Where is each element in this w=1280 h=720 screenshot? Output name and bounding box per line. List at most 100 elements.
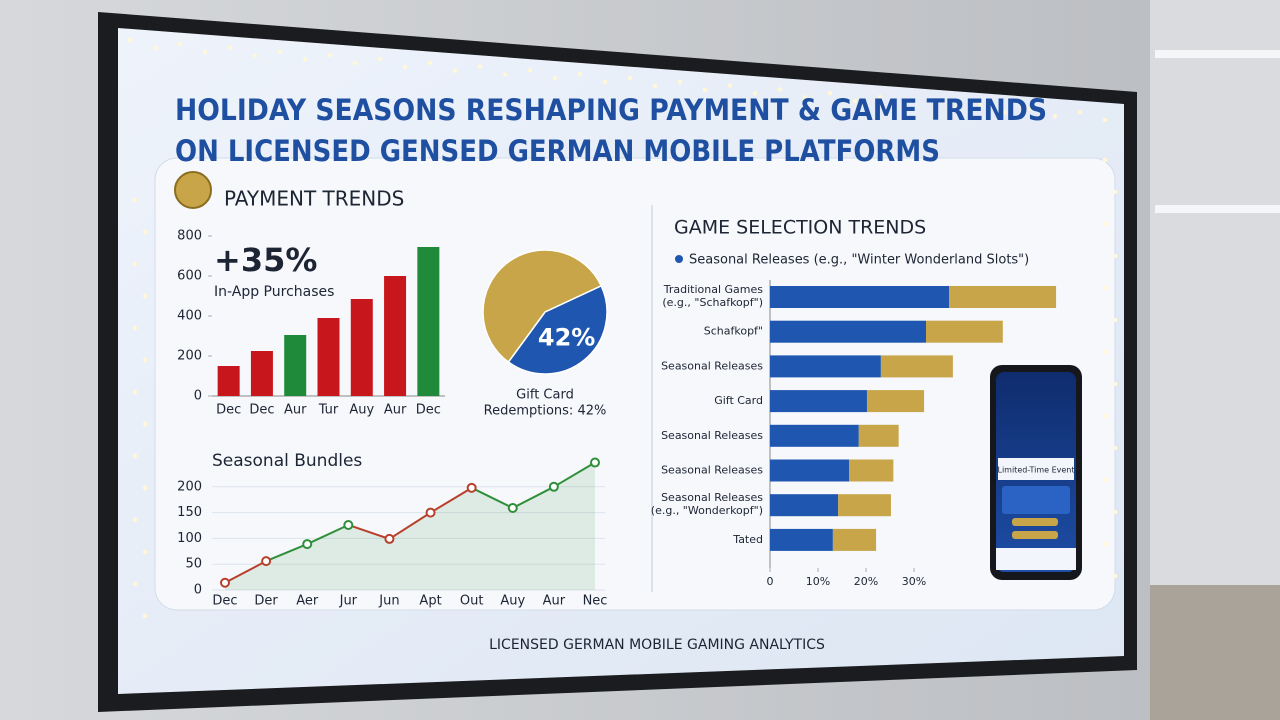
coin-icon <box>174 171 212 209</box>
data-label: 42% <box>538 323 595 351</box>
light <box>427 60 433 65</box>
y-tick-label: Seasonal Releases <box>661 359 763 372</box>
light <box>627 75 633 81</box>
light <box>877 94 883 100</box>
light <box>527 68 533 73</box>
y-tick-label: 400 <box>177 309 202 324</box>
light <box>852 98 858 104</box>
light <box>1052 114 1058 119</box>
bar-segment <box>770 424 859 447</box>
light <box>1102 221 1108 227</box>
point <box>384 533 395 544</box>
x-tick-label: 0 <box>767 575 774 588</box>
light <box>142 357 148 363</box>
light <box>1102 157 1108 163</box>
title-line: ON LICENSED GENSED GERMAN MOBILE PLATFOR… <box>175 134 940 168</box>
bar-segment <box>770 390 867 413</box>
light <box>1102 285 1108 291</box>
x-tick-label: Aur <box>284 403 307 418</box>
phone-button[interactable] <box>1012 518 1058 526</box>
light <box>402 64 408 70</box>
light <box>352 60 358 66</box>
light <box>902 102 908 108</box>
phone-button[interactable] <box>1012 531 1058 539</box>
light <box>1102 541 1108 547</box>
light <box>1102 413 1108 419</box>
line-segment <box>265 543 308 563</box>
light <box>132 453 138 459</box>
light <box>1112 253 1118 259</box>
light <box>477 64 483 69</box>
x-tick-label: Dec <box>416 403 441 418</box>
light <box>827 91 833 96</box>
light <box>927 98 933 104</box>
light <box>132 325 138 331</box>
light <box>1027 106 1033 111</box>
light <box>777 87 783 92</box>
phone-banner: Limited-Time Event <box>997 466 1074 475</box>
light <box>577 72 583 77</box>
y-tick-label: Schafkopf" <box>704 325 763 338</box>
x-tick-label: Nec <box>583 594 608 609</box>
line-segment <box>224 560 267 584</box>
x-tick-label: Dec <box>212 594 237 609</box>
light <box>142 421 148 427</box>
bar-segment <box>858 424 899 447</box>
y-tick-label: Seasonal Releases <box>661 491 763 504</box>
x-tick-label: 20% <box>854 575 878 588</box>
x-tick-label: 10% <box>806 575 830 588</box>
light <box>132 517 138 523</box>
light <box>152 45 158 51</box>
point <box>548 481 559 492</box>
pie-slice <box>507 284 608 375</box>
y-tick-label: 600 <box>177 269 202 284</box>
light <box>1102 477 1108 483</box>
bar-segment <box>949 286 1057 308</box>
bar <box>250 351 273 396</box>
light <box>802 95 808 100</box>
bar <box>384 276 407 396</box>
light <box>752 91 758 96</box>
bar-segment <box>926 320 1003 343</box>
y-tick-label: 0 <box>194 583 202 598</box>
bar <box>317 318 340 396</box>
bar-segment <box>832 528 877 551</box>
y-tick-label: 0 <box>194 389 202 404</box>
phone-banner-bg <box>998 458 1074 480</box>
light <box>132 389 138 395</box>
bar-segment <box>770 459 850 482</box>
light <box>1112 509 1118 515</box>
y-tick-label: 800 <box>177 229 202 244</box>
y-tick-label: 200 <box>177 479 202 494</box>
pie-slice <box>482 249 603 364</box>
light <box>952 106 958 111</box>
x-tick-label: 30% <box>902 575 926 588</box>
light <box>452 68 458 73</box>
light <box>142 293 148 299</box>
bar-segment <box>770 494 839 517</box>
light <box>327 53 333 58</box>
x-tick-label: Der <box>254 594 278 609</box>
desk <box>1150 585 1280 720</box>
light <box>277 49 283 54</box>
section-title: PAYMENT TRENDS <box>224 187 404 211</box>
light <box>977 102 983 107</box>
annotation-caption: In-App Purchases <box>214 284 334 300</box>
light <box>1002 110 1008 115</box>
y-tick-label: 50 <box>185 557 202 572</box>
light <box>702 87 708 92</box>
x-tick-label: Out <box>460 594 484 609</box>
ceiling-light <box>1155 205 1280 213</box>
point <box>343 519 354 530</box>
pie-caption: Redemptions: 42% <box>484 404 607 419</box>
light <box>177 41 183 46</box>
bar-segment <box>770 286 950 308</box>
point <box>302 539 313 550</box>
y-tick-label: Gift Card <box>714 394 763 407</box>
light <box>602 79 608 85</box>
line-segment <box>553 461 596 488</box>
light <box>132 581 138 587</box>
bar-segment <box>770 528 833 551</box>
line-segment <box>430 486 473 514</box>
